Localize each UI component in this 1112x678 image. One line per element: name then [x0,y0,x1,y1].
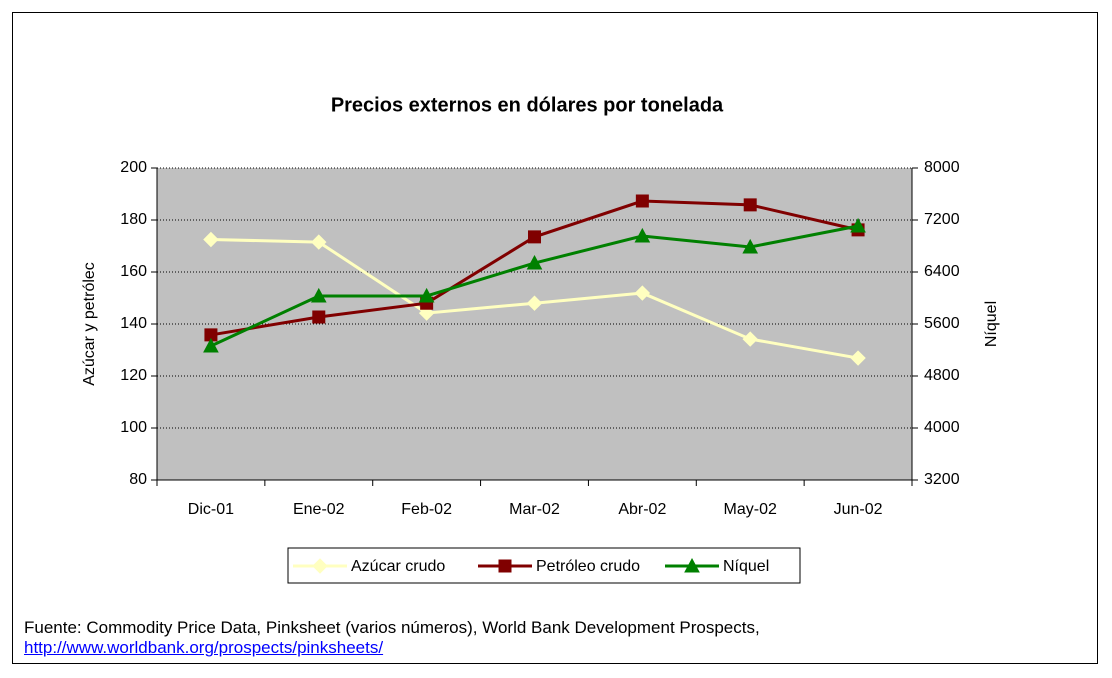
data-point [528,230,541,244]
y2-tick-label: 4000 [924,419,960,436]
y2-tick-label: 5600 [924,315,960,332]
data-point [850,350,866,366]
legend-marker [312,558,328,574]
x-tick-label: Ene-02 [293,501,345,518]
data-point [311,234,327,250]
x-tick-label: Abr-02 [618,501,666,518]
y2-tick-label: 4800 [924,367,960,384]
data-point [418,287,435,303]
data-point [203,337,219,353]
x-tick-label: Feb-02 [401,501,452,518]
legend-label: Petróleo crudo [536,558,640,575]
data-point [526,295,543,311]
y2-axis-label: Níquel [983,301,1000,347]
y-tick-label: 180 [120,211,147,228]
x-tick-label: Dic-01 [188,501,234,518]
data-point [743,198,757,212]
data-point [634,227,651,243]
data-point [204,328,218,342]
y-axis-label: Azúcar y petrólec [81,262,98,386]
data-point [634,285,651,301]
source-note: Fuente: Commodity Price Data, Pinksheet … [24,618,760,637]
data-point [742,238,759,254]
y2-tick-label: 3200 [924,471,960,488]
footer: Fuente: Commodity Price Data, Pinksheet … [24,618,760,658]
legend-label: Azúcar crudo [351,558,445,575]
legend-marker [498,559,512,573]
data-point [850,217,866,233]
y-tick-label: 80 [129,471,147,488]
legend-label: Níquel [723,558,769,575]
data-point [203,231,219,248]
data-point [742,331,758,347]
legend-marker [684,557,700,573]
data-point [526,254,543,270]
x-tick-label: May-02 [724,501,777,518]
chart-title: Precios externos en dólares por tonelada [331,94,724,116]
y2-tick-label: 6400 [924,263,960,280]
y2-tick-label: 7200 [924,211,960,228]
data-point [635,194,649,208]
y-tick-label: 100 [120,419,147,436]
y-tick-label: 140 [120,315,147,332]
source-link[interactable]: http://www.worldbank.org/prospects/pinks… [24,638,384,657]
frame [12,12,1098,664]
x-tick-label: Jun-02 [834,501,883,518]
data-point [310,287,327,303]
y-tick-label: 120 [120,367,147,384]
y2-tick-label: 8000 [924,159,960,176]
y-tick-label: 200 [120,159,147,176]
x-tick-label: Mar-02 [509,501,560,518]
data-point [312,310,326,324]
y-tick-label: 160 [120,263,147,280]
